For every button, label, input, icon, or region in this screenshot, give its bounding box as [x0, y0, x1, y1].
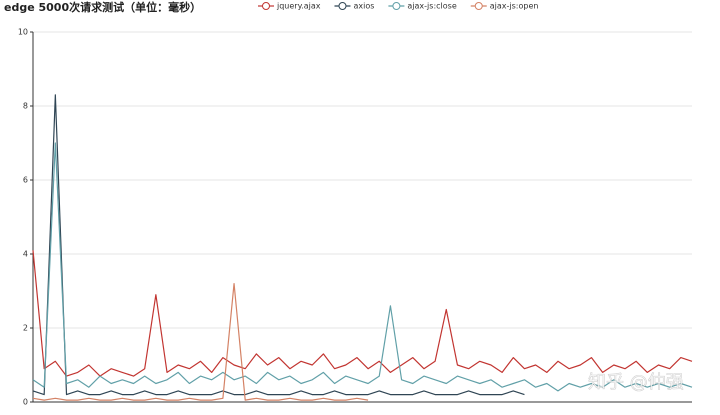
- legend-marker: [262, 2, 270, 10]
- y-tick-label: 4: [23, 250, 28, 259]
- legend-marker: [474, 2, 483, 10]
- series-line: [32, 94, 525, 396]
- chart-title: edge 5000次请求测试（单位：毫秒）: [4, 0, 201, 14]
- series-line: [32, 142, 693, 392]
- y-tick-label: 0: [23, 398, 28, 407]
- legend-label: ajax-js:open: [490, 2, 539, 11]
- y-tick-label: 10: [18, 28, 28, 37]
- y-tick-label: 8: [23, 102, 28, 111]
- legend-marker: [338, 2, 347, 10]
- legend-label: ajax-js:close: [407, 2, 456, 11]
- legend-marker: [392, 2, 401, 10]
- series-line: [32, 283, 369, 401]
- legend-label: jquery.ajax: [276, 2, 321, 11]
- series-line: [32, 250, 693, 377]
- legend-label: axios: [353, 2, 374, 11]
- y-tick-label: 6: [23, 176, 28, 185]
- watermark: 知乎 @仲强: [588, 372, 684, 393]
- y-tick-label: 2: [23, 324, 28, 333]
